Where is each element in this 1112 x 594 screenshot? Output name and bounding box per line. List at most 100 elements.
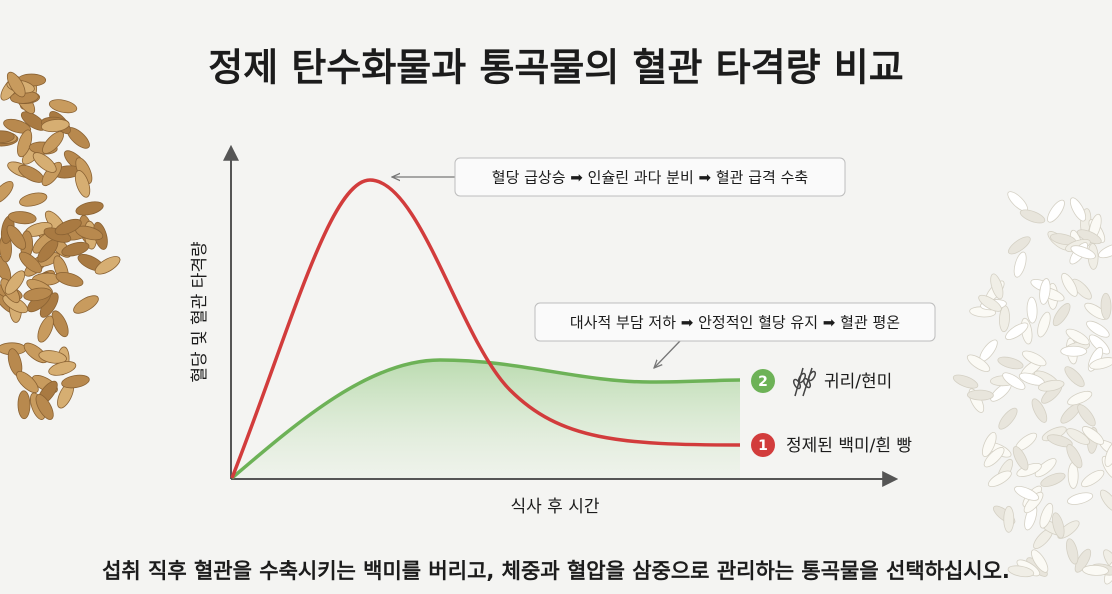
- grain: [978, 294, 1002, 312]
- grain: [1037, 379, 1065, 392]
- footer-text: 섭취 직후 혈관을 수축시키는 백미를 버리고, 체중과 혈압을 삼중으로 관리…: [102, 559, 1010, 583]
- grain: [1052, 303, 1071, 327]
- grain: [3, 118, 32, 134]
- grain: [1065, 328, 1090, 346]
- grain: [1100, 292, 1112, 320]
- callout-text: 혈당 급상승 ➡ 인슐린 과다 분비 ➡ 혈관 급격 수축: [492, 169, 808, 187]
- grain: [54, 218, 82, 236]
- grain: [0, 181, 14, 204]
- grain: [23, 287, 52, 302]
- grain: [1012, 446, 1029, 471]
- grain: [48, 99, 78, 114]
- grain: [48, 361, 77, 376]
- grain: [37, 315, 54, 343]
- grain: [40, 119, 70, 133]
- grain: [1071, 278, 1092, 300]
- grain: [990, 273, 1004, 300]
- grain: [1013, 251, 1027, 278]
- grain: [1064, 366, 1085, 388]
- grain: [1007, 565, 1035, 578]
- grain: [1098, 243, 1112, 259]
- grain: [61, 374, 90, 389]
- legend-label: 정제된 백미/흰 빵: [786, 436, 912, 456]
- grain: [1099, 489, 1112, 512]
- grain: [1026, 296, 1038, 324]
- grain: [75, 201, 104, 216]
- grain: [1019, 209, 1046, 224]
- grain: [1089, 357, 1112, 370]
- grain: [1039, 502, 1054, 529]
- grain: [1031, 398, 1048, 423]
- green-area: [232, 360, 740, 478]
- grain: [1070, 245, 1096, 260]
- x-axis-label: 식사 후 시간: [510, 497, 599, 517]
- grain: [6, 71, 26, 98]
- y-axis-label: 혈당 및 혈관 타격량: [190, 241, 210, 383]
- title: 정제 탄수화물과 통곡물의 혈관 타격량 비교: [208, 46, 903, 90]
- grain: [0, 130, 15, 144]
- grain: [7, 211, 37, 225]
- grain: [1005, 322, 1029, 340]
- grain: [73, 295, 99, 314]
- grain: [1067, 492, 1094, 505]
- legend-number: 1: [758, 438, 768, 454]
- grain: [1008, 236, 1031, 255]
- grain: [1034, 458, 1057, 478]
- legend-badge: [751, 433, 775, 457]
- grain: [1022, 350, 1047, 367]
- grain: [35, 394, 54, 420]
- grain: [55, 271, 84, 287]
- grain: [1003, 505, 1015, 533]
- grain: [1037, 311, 1051, 338]
- grain: [966, 354, 991, 372]
- grain: [987, 470, 1012, 488]
- grain: [51, 310, 69, 338]
- grain: [1088, 334, 1110, 355]
- grain: [1074, 548, 1092, 573]
- grain: [74, 170, 91, 198]
- wheat-icon: [792, 367, 817, 397]
- grain: [1014, 485, 1040, 501]
- grain: [19, 192, 48, 207]
- callout-box: [454, 157, 846, 197]
- grain: [1066, 538, 1079, 565]
- grain: [1066, 428, 1090, 445]
- callout-box: [534, 302, 936, 342]
- grain: [61, 241, 90, 257]
- grain: [982, 431, 997, 458]
- grain: [94, 256, 121, 275]
- grain: [1039, 278, 1051, 305]
- grain: [952, 374, 979, 389]
- grain: [1002, 372, 1026, 390]
- grain: [1067, 390, 1093, 406]
- grain: [1052, 512, 1065, 539]
- grain: [1069, 197, 1087, 222]
- red-curve: [230, 178, 741, 479]
- grain: [16, 371, 39, 394]
- grain: [1047, 199, 1065, 223]
- grain: [4, 270, 26, 295]
- legend-number: 2: [758, 374, 768, 390]
- legend-label: 귀리/현미: [824, 372, 892, 392]
- grain: [17, 390, 31, 420]
- grain: [38, 350, 67, 364]
- grain: [18, 251, 43, 274]
- grain: [32, 152, 57, 173]
- grain: [1081, 469, 1105, 488]
- grain: [998, 407, 1018, 430]
- grain: [1081, 426, 1105, 445]
- grain: [983, 447, 1005, 468]
- grain: [1086, 320, 1110, 338]
- grain: [1040, 472, 1066, 487]
- legend-badge: [751, 369, 775, 393]
- callout-pointer: [654, 340, 681, 368]
- grain: [997, 356, 1024, 370]
- grain: [1082, 564, 1109, 576]
- grain-decoration: [0, 71, 1112, 585]
- grain: [42, 131, 64, 154]
- callout-text: 대사적 부담 저하 ➡ 안정적인 혈당 유지 ➡ 혈관 평온: [570, 314, 900, 332]
- grain: [1077, 404, 1096, 427]
